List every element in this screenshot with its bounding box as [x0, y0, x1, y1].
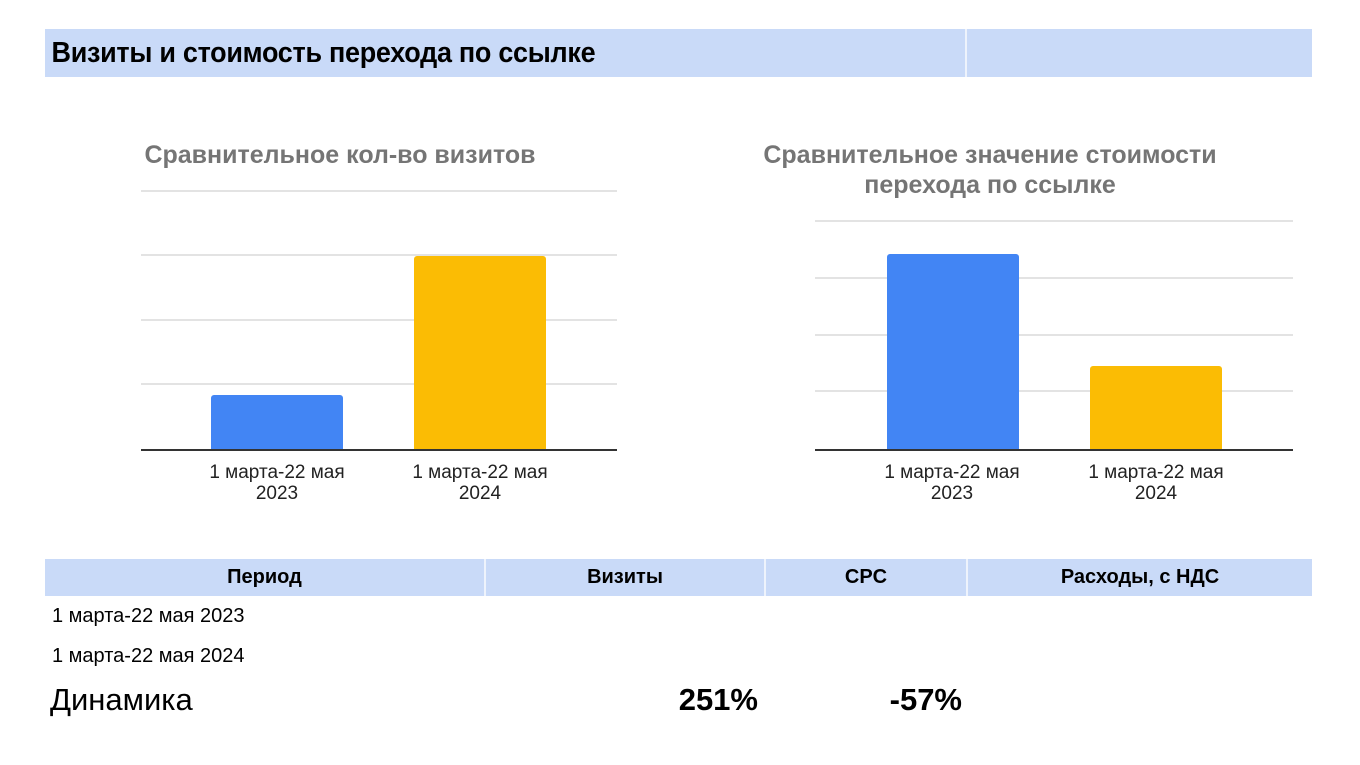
- cpc-chart-title: Сравнительное значение стоимости переход…: [710, 140, 1270, 200]
- header-visits: Визиты: [486, 559, 766, 596]
- cpc-title-line2: перехода по ссылке: [864, 171, 1116, 199]
- x-label-2023: 1 марта-22 мая 2023: [852, 462, 1052, 504]
- gridline: [141, 319, 617, 321]
- cpc-plot-area: [815, 220, 1293, 451]
- x-axis-baseline: [815, 449, 1293, 451]
- header-spend: Расходы, с НДС: [968, 559, 1312, 596]
- gridline: [815, 334, 1293, 336]
- page-header: Визиты и стоимость перехода по ссылке: [45, 29, 1312, 77]
- visits-chart-title: Сравнительное кол-во визитов: [144, 141, 536, 169]
- dynamics-label: Динамика: [50, 682, 193, 717]
- cell-period: 1 марта-22 мая 2024: [52, 644, 245, 667]
- table-row: 1 марта-22 мая 2023: [45, 596, 1312, 636]
- x-label-line: 2024: [1134, 483, 1178, 504]
- table-row: 1 марта-22 мая 2024: [45, 636, 1312, 676]
- x-label-line: 2023: [255, 483, 299, 504]
- cpc-chart: Сравнительное значение стоимости переход…: [730, 135, 1310, 515]
- x-label-2024: 1 марта-22 мая 2024: [1056, 462, 1256, 504]
- gridline: [141, 254, 617, 256]
- dynamics-cpc: -57%: [889, 682, 962, 717]
- bar-2023[interactable]: [211, 395, 343, 449]
- x-label-line: 1 марта-22 мая: [412, 462, 548, 483]
- gridline: [141, 383, 617, 385]
- gridline: [815, 277, 1293, 279]
- bar-2024[interactable]: [1090, 366, 1222, 449]
- dynamics-visits: 251%: [678, 682, 758, 717]
- table-header-row: Период Визиты CPC Расходы, с НДС: [45, 559, 1312, 596]
- summary-table: Период Визиты CPC Расходы, с НДС 1 марта…: [45, 559, 1312, 724]
- visits-plot-area: [141, 190, 617, 451]
- gridline: [815, 390, 1293, 392]
- x-axis-baseline: [141, 449, 617, 451]
- x-label-2023: 1 марта-22 мая 2023: [177, 462, 377, 504]
- header-period: Период: [45, 559, 486, 596]
- x-label-line: 1 марта-22 мая: [884, 462, 1020, 483]
- bar-2024[interactable]: [414, 256, 546, 449]
- cpc-title-line1: Сравнительное значение стоимости: [763, 141, 1217, 169]
- gridline: [141, 190, 617, 192]
- cell-period: 1 марта-22 мая 2023: [52, 604, 245, 627]
- bar-2023[interactable]: [887, 254, 1019, 449]
- x-label-line: 2024: [458, 483, 502, 504]
- page-title: Визиты и стоимость перехода по ссылке: [51, 36, 596, 69]
- dynamics-row: Динамика 251% -57%: [45, 676, 1312, 724]
- gridline: [815, 220, 1293, 222]
- visits-chart: Сравнительное кол-во визитов 1 марта-22 …: [100, 135, 660, 515]
- x-label-line: 1 марта-22 мая: [1088, 462, 1224, 483]
- header-empty-cell: [967, 29, 1312, 77]
- header-title-cell: Визиты и стоимость перехода по ссылке: [45, 29, 967, 77]
- x-label-line: 2023: [930, 483, 974, 504]
- header-cpc: CPC: [766, 559, 968, 596]
- x-label-line: 1 марта-22 мая: [209, 462, 345, 483]
- x-label-2024: 1 марта-22 мая 2024: [380, 462, 580, 504]
